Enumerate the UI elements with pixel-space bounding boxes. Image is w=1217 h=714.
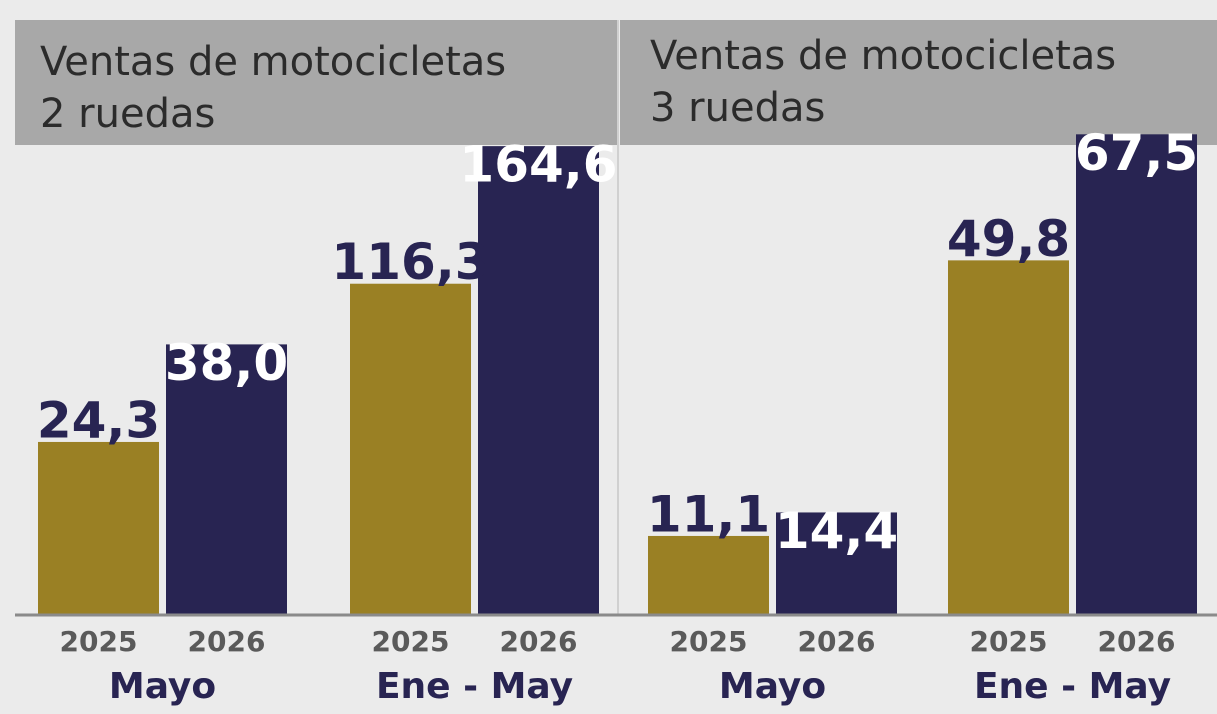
x-tick-label: 2025: [970, 625, 1048, 658]
title-band: [620, 20, 1217, 145]
value-label: 67,5: [1075, 124, 1198, 182]
value-label: 164,6: [459, 136, 617, 194]
category-label: Mayo: [719, 666, 826, 707]
bar: [350, 283, 471, 615]
category-label: Ene - May: [974, 666, 1171, 707]
x-tick-label: 2026: [188, 625, 266, 658]
x-tick-label: 2025: [60, 625, 138, 658]
title-band: [15, 20, 617, 145]
category-label: Mayo: [109, 666, 216, 707]
x-tick-label: 2026: [798, 625, 876, 658]
bar: [1076, 134, 1197, 615]
bar: [776, 512, 897, 615]
value-label: 11,1: [647, 485, 770, 543]
chart-title: 3 ruedas: [650, 85, 825, 131]
bar: [648, 535, 769, 615]
value-label: 24,3: [37, 391, 160, 449]
value-label: 38,0: [165, 334, 288, 392]
category-label: Ene - May: [376, 666, 573, 707]
value-label: 49,8: [947, 210, 1070, 268]
bar: [166, 344, 287, 615]
x-tick-label: 2025: [670, 625, 748, 658]
x-tick-label: 2025: [372, 625, 450, 658]
value-label: 14,4: [775, 502, 898, 560]
x-tick-label: 2026: [500, 625, 578, 658]
bar: [38, 441, 159, 615]
value-label: 116,3: [331, 233, 489, 291]
x-tick-label: 2026: [1098, 625, 1176, 658]
chart-title: Ventas de motocicletas: [40, 39, 506, 85]
bar: [478, 146, 599, 615]
chart-title: Ventas de motocicletas: [650, 33, 1116, 79]
bar: [948, 260, 1069, 615]
chart-title: 2 ruedas: [40, 91, 215, 137]
